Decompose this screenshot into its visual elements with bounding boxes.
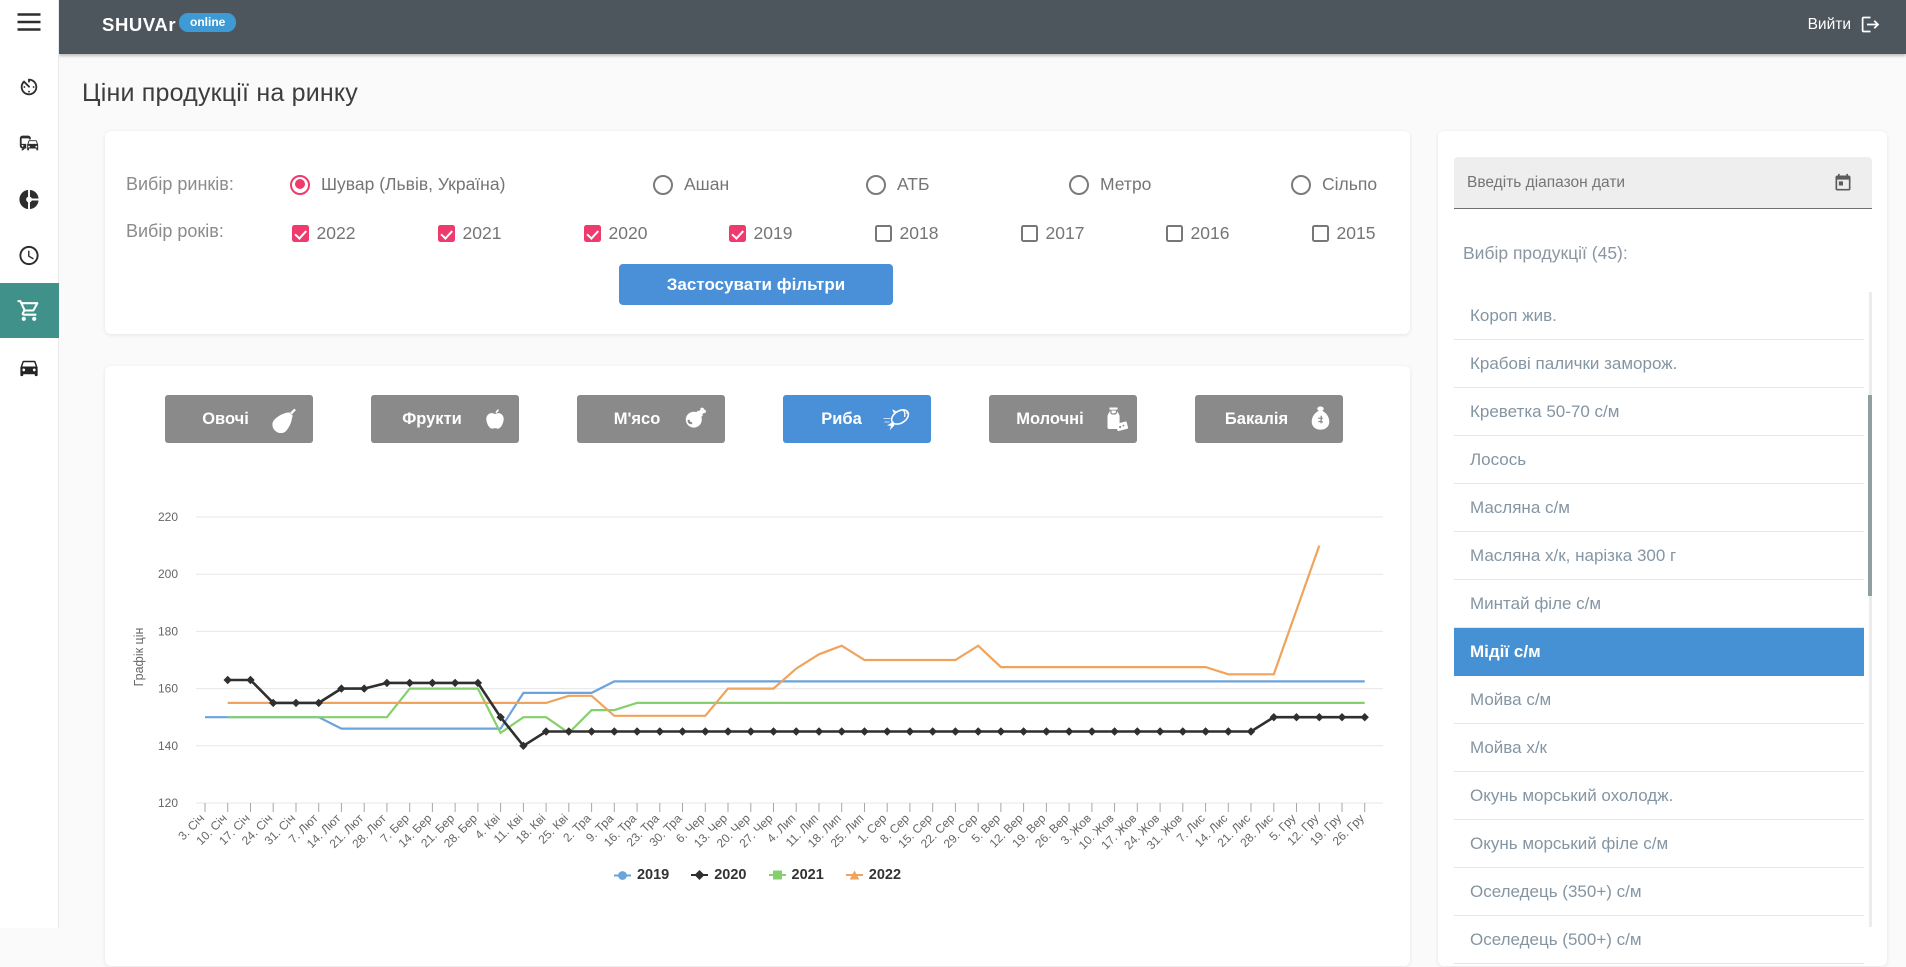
svg-text:200: 200 — [158, 567, 178, 581]
svg-text:160: 160 — [158, 682, 178, 696]
svg-text:220: 220 — [158, 510, 178, 524]
svg-text:Графік цін: Графік цін — [132, 628, 146, 687]
svg-text:180: 180 — [158, 624, 178, 638]
svg-text:120: 120 — [158, 796, 178, 810]
svg-text:140: 140 — [158, 739, 178, 753]
